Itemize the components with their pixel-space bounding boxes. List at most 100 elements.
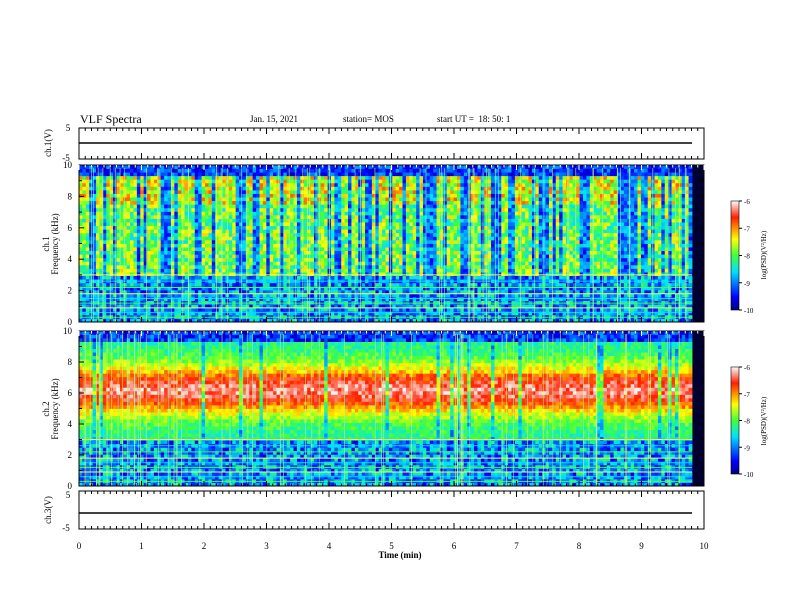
spectrogram-cell [99, 239, 104, 244]
spectrogram-cell [293, 165, 298, 169]
spectrogram-cell [433, 179, 437, 184]
spectrogram-cell [409, 189, 414, 194]
spectrogram-cell [273, 189, 277, 194]
spectrogram-cell [436, 239, 441, 244]
spectrogram-cell [402, 247, 407, 252]
spectrogram-cell [419, 307, 424, 312]
spectrogram-cell [245, 268, 250, 273]
spectrogram-cell [266, 168, 271, 173]
spectrogram-cell [242, 179, 247, 184]
spectrogram-cell [222, 254, 226, 259]
spectrogram-cell [324, 289, 329, 294]
spectrogram-cell [443, 311, 448, 316]
spectrogram-cell [351, 168, 356, 173]
spectrogram-cell [371, 261, 376, 266]
spectrogram-cell [198, 247, 202, 252]
spectrogram-cell [388, 207, 393, 212]
spectrogram-cell [334, 247, 339, 252]
spectrogram-cell [153, 222, 158, 227]
spectrogram-cell [259, 189, 264, 194]
spectrogram-cell [252, 318, 257, 323]
spectrogram-cell [239, 189, 243, 194]
spectrogram-cell [205, 222, 209, 227]
spectrogram-cell [422, 254, 427, 259]
spectrogram-cell [222, 300, 226, 305]
spectrogram-cell [443, 218, 448, 223]
spectrogram-cell [140, 311, 145, 316]
spectrogram-cell [205, 186, 209, 191]
spectrogram-cell [194, 168, 199, 173]
spectrogram-cell [198, 307, 202, 312]
spectrogram-cell [419, 268, 424, 273]
spectrogram-cell [382, 222, 386, 227]
spectrogram-cell [198, 229, 202, 234]
spectrogram-cell [109, 311, 114, 316]
ch1-spectrogram-heatmap [79, 165, 693, 323]
spectrogram-cell [361, 168, 366, 173]
spectrogram-cell [388, 311, 393, 316]
spectrogram-cell [412, 247, 417, 252]
spectrogram-cell [211, 172, 216, 177]
spectrogram-cell [239, 179, 243, 184]
spectrogram-cell [443, 275, 448, 280]
spectrogram-cell [354, 229, 359, 234]
spectrogram-cell [419, 236, 424, 241]
spectrogram-cell [426, 297, 431, 301]
spectrogram-cell [79, 275, 83, 280]
spectrogram-cell [239, 286, 243, 291]
spectrogram-cell [218, 293, 223, 298]
spectrogram-cell [368, 225, 373, 230]
spectrogram-cell [419, 222, 424, 227]
spectrogram-cell [310, 311, 315, 316]
spectrogram-cell [436, 207, 441, 212]
spectrogram-cell [249, 229, 254, 234]
spectrogram-cell [259, 229, 264, 234]
spectrogram-cell [320, 293, 325, 298]
spectrogram-cell [371, 182, 376, 187]
spectrogram-cell [279, 232, 284, 237]
spectrogram-cell [170, 172, 175, 177]
spectrogram-cell [211, 189, 216, 194]
spectrogram-cell [102, 225, 107, 230]
spectrogram-cell [147, 261, 151, 266]
spectrogram-cell [436, 175, 441, 180]
spectrogram-cell [348, 307, 352, 312]
spectrogram-cell [388, 247, 393, 252]
spectrogram-cell [375, 200, 380, 205]
spectrogram-cell [399, 218, 403, 223]
spectrogram-cell [354, 193, 359, 198]
spectrogram-cell [79, 297, 83, 301]
spectrogram-cell [331, 293, 335, 298]
spectrogram-cell [242, 239, 247, 244]
spectrogram-cell [388, 268, 393, 273]
spectrogram-cell [252, 207, 257, 212]
spectrogram-cell [235, 207, 240, 212]
spectrogram-cell [174, 186, 179, 191]
spectrogram-cell [334, 293, 339, 298]
spectrogram-cell [422, 250, 427, 255]
spectrogram-cell [119, 222, 124, 227]
spectrogram-cell [443, 304, 448, 309]
spectrogram-cell [130, 247, 134, 252]
spectrogram-cell [239, 261, 243, 266]
spectrogram-cell [433, 293, 437, 298]
spectrogram-cell [123, 254, 128, 259]
spectrogram-cell [279, 175, 284, 180]
spectrogram-cell [262, 307, 267, 312]
spectrogram-cell [269, 318, 274, 323]
spectrogram-cell [174, 193, 179, 198]
spectrogram-cell [235, 229, 240, 234]
spectrogram-cell [351, 297, 356, 301]
spectrogram-cell [232, 186, 237, 191]
spectrogram-cell [174, 204, 179, 209]
spectrogram-cell [170, 186, 175, 191]
spectrogram-cell [419, 211, 424, 216]
spectrogram-cell [160, 243, 165, 248]
spectrogram-cell [235, 289, 240, 294]
spectrogram-cell [405, 189, 410, 194]
spectrogram-cell [354, 289, 359, 294]
spectrogram-cell [443, 193, 448, 198]
spectrogram-cell [429, 239, 434, 244]
spectrogram-cell [348, 165, 352, 169]
spectrogram-cell [303, 214, 308, 219]
